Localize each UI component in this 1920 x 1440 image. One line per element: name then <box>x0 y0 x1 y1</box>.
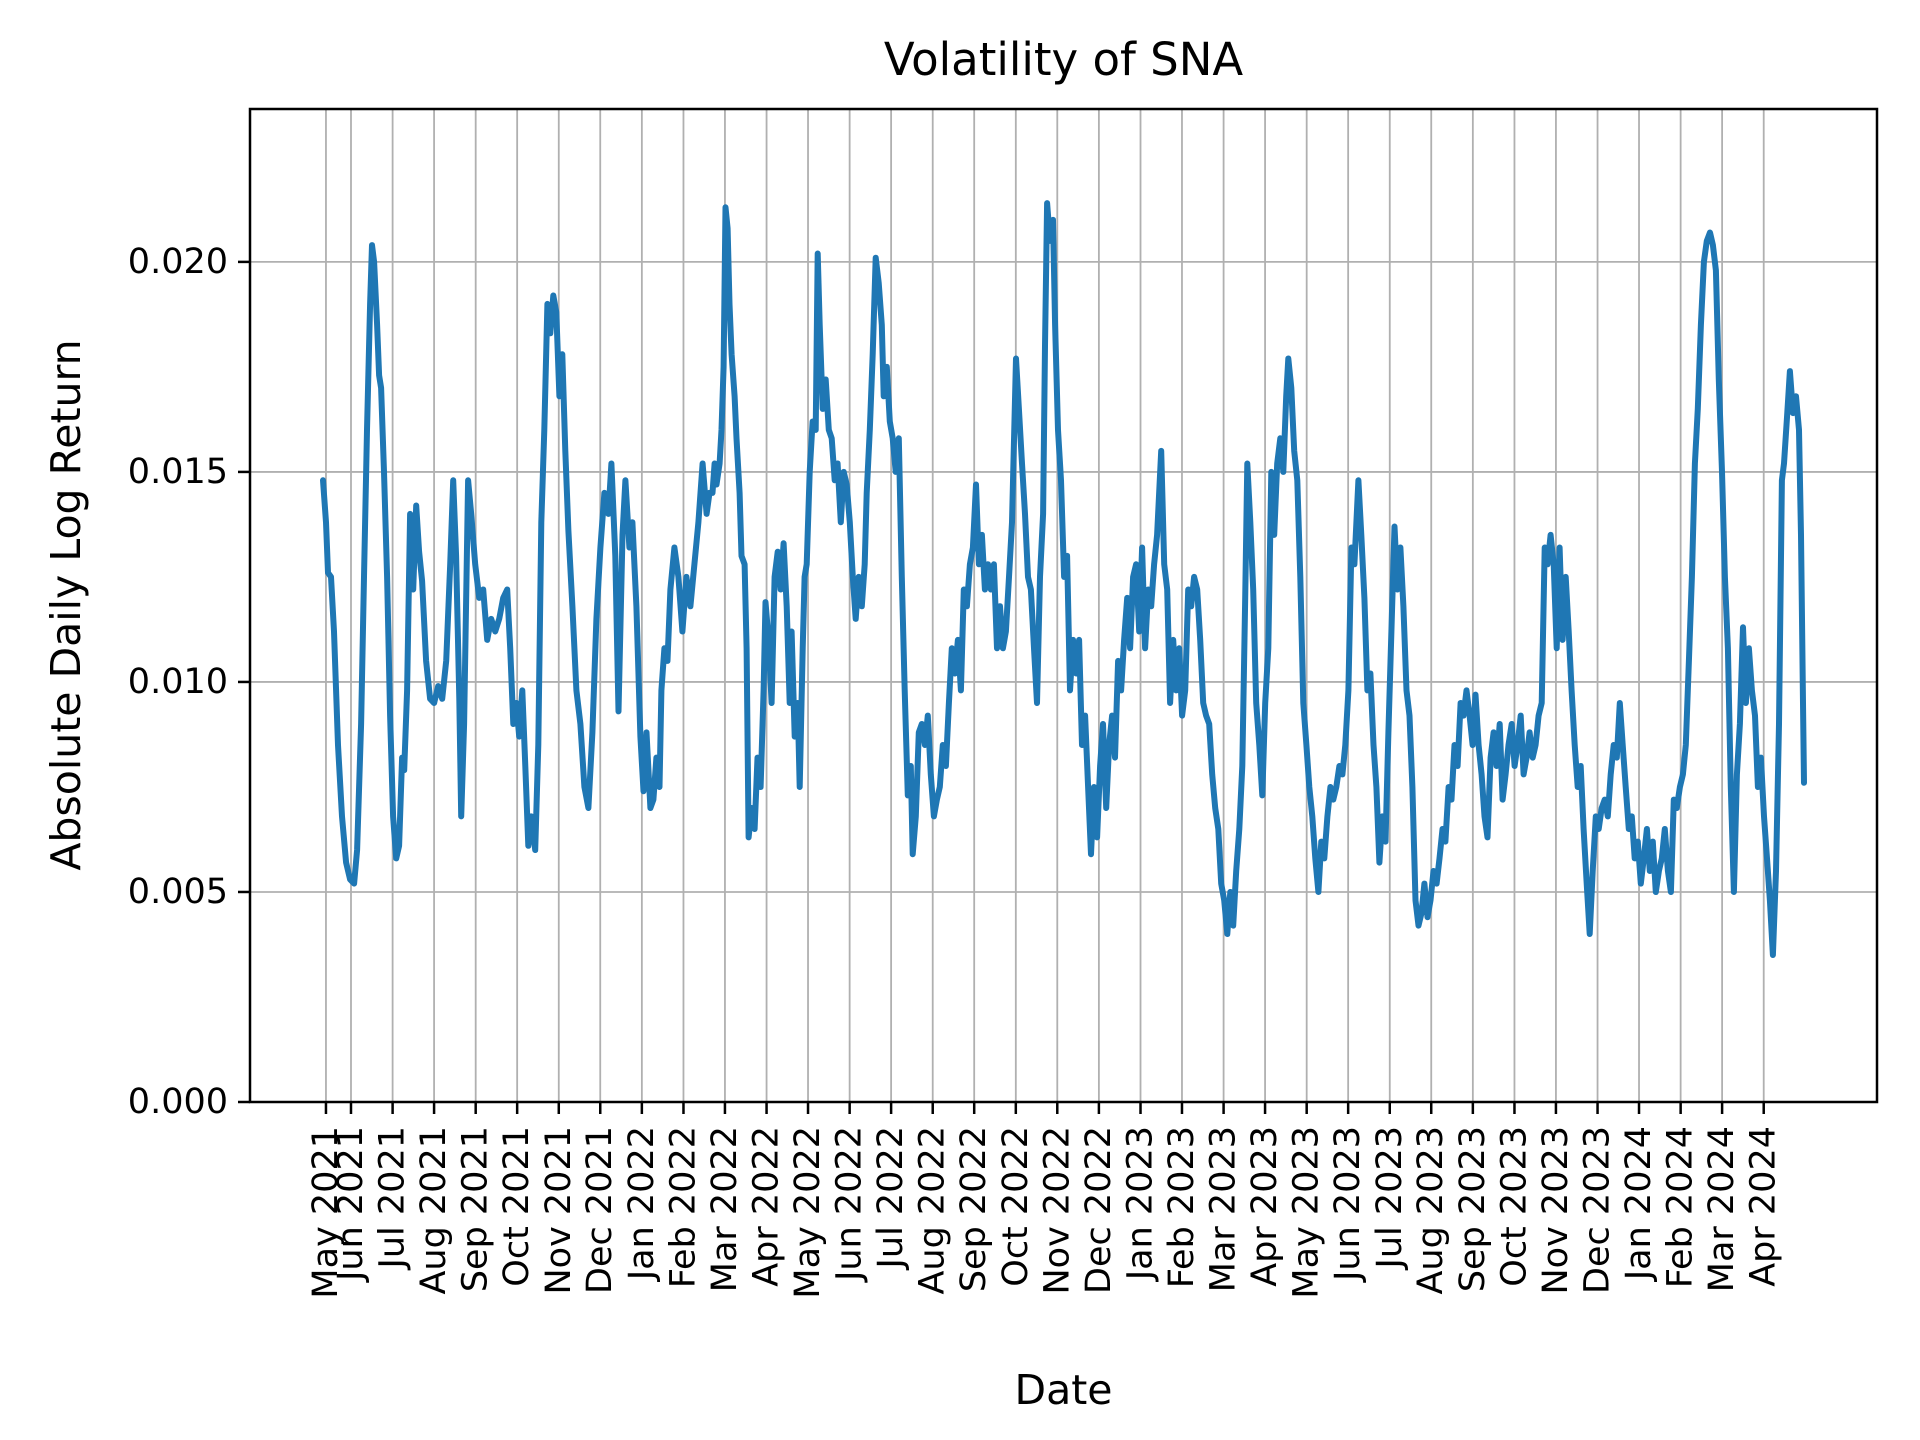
y-tick-label: 0.000 <box>128 1082 228 1122</box>
x-tick-label: Jun 2022 <box>830 1126 870 1283</box>
x-tick-label: Feb 2023 <box>1162 1126 1202 1288</box>
x-tick-label: Oct 2022 <box>996 1126 1036 1287</box>
x-tick-label: Jun 2021 <box>331 1126 371 1283</box>
x-tick-label: Dec 2021 <box>580 1126 620 1294</box>
chart-title: Volatility of SNA <box>883 33 1244 86</box>
x-tick-label: Feb 2024 <box>1661 1126 1701 1288</box>
x-tick-label: Jul 2023 <box>1370 1126 1410 1270</box>
x-tick-label: Mar 2024 <box>1702 1126 1742 1292</box>
x-tick-label: Sep 2021 <box>456 1126 496 1292</box>
y-tick-label: 0.005 <box>128 872 228 912</box>
x-tick-label: Aug 2023 <box>1411 1126 1451 1295</box>
x-tick-label: Jul 2021 <box>373 1126 413 1270</box>
x-tick-label: Nov 2021 <box>539 1126 579 1295</box>
x-tick-label: Jun 2023 <box>1328 1126 1368 1283</box>
x-tick-label: Aug 2021 <box>414 1126 454 1295</box>
plot-border <box>248 107 1879 1104</box>
x-tick-label: Dec 2023 <box>1578 1126 1618 1294</box>
x-tick-label: Dec 2022 <box>1079 1126 1119 1294</box>
x-tick-label: Nov 2023 <box>1536 1126 1576 1295</box>
x-tick-label: Jan 2022 <box>622 1126 662 1282</box>
x-tick-label: Apr 2024 <box>1744 1126 1784 1287</box>
x-tick-label: Apr 2023 <box>1245 1126 1285 1287</box>
x-tick-label: Nov 2022 <box>1037 1126 1077 1295</box>
x-tick-label: Sep 2022 <box>954 1126 994 1292</box>
x-tick-label: Aug 2022 <box>913 1126 953 1295</box>
x-tick-label: Jan 2024 <box>1619 1126 1659 1282</box>
x-tick-label: Oct 2021 <box>497 1126 537 1287</box>
y-axis-label: Absolute Daily Log Return <box>42 339 90 871</box>
x-tick-label: Mar 2022 <box>705 1126 745 1292</box>
y-tick-label: 0.020 <box>128 242 228 282</box>
x-tick-label: Sep 2023 <box>1453 1126 1493 1292</box>
y-tick-label: 0.015 <box>128 452 228 492</box>
x-tick-label: Jul 2022 <box>871 1126 911 1270</box>
x-tick-label: Jan 2023 <box>1121 1126 1161 1282</box>
x-tick-label: Apr 2022 <box>747 1126 787 1287</box>
volatility-line <box>320 200 1807 958</box>
x-axis-label: Date <box>1014 1366 1113 1414</box>
x-tick-label: Feb 2022 <box>663 1126 703 1288</box>
x-tick-label: May 2021 <box>306 1126 346 1299</box>
x-tick-label: Mar 2023 <box>1204 1126 1244 1292</box>
x-tick-label: May 2023 <box>1287 1126 1327 1299</box>
x-tick-label: Oct 2023 <box>1494 1126 1534 1287</box>
y-tick-label: 0.010 <box>128 662 228 702</box>
x-tick-label: May 2022 <box>788 1126 828 1299</box>
